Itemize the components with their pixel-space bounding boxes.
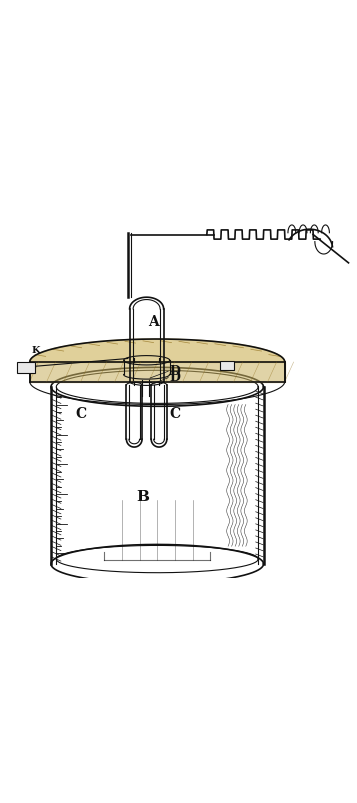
Polygon shape <box>30 363 285 382</box>
Bar <box>220 362 234 371</box>
Text: D: D <box>169 371 180 384</box>
Text: C: C <box>170 406 181 421</box>
Polygon shape <box>322 226 330 234</box>
Polygon shape <box>299 226 307 234</box>
Text: C: C <box>76 406 87 421</box>
Polygon shape <box>288 226 296 234</box>
Text: B: B <box>136 490 149 503</box>
Text: D: D <box>169 365 180 377</box>
Text: K: K <box>31 345 40 355</box>
Polygon shape <box>310 226 318 234</box>
Bar <box>17 363 35 374</box>
Text: A: A <box>149 315 159 328</box>
Polygon shape <box>30 340 285 363</box>
